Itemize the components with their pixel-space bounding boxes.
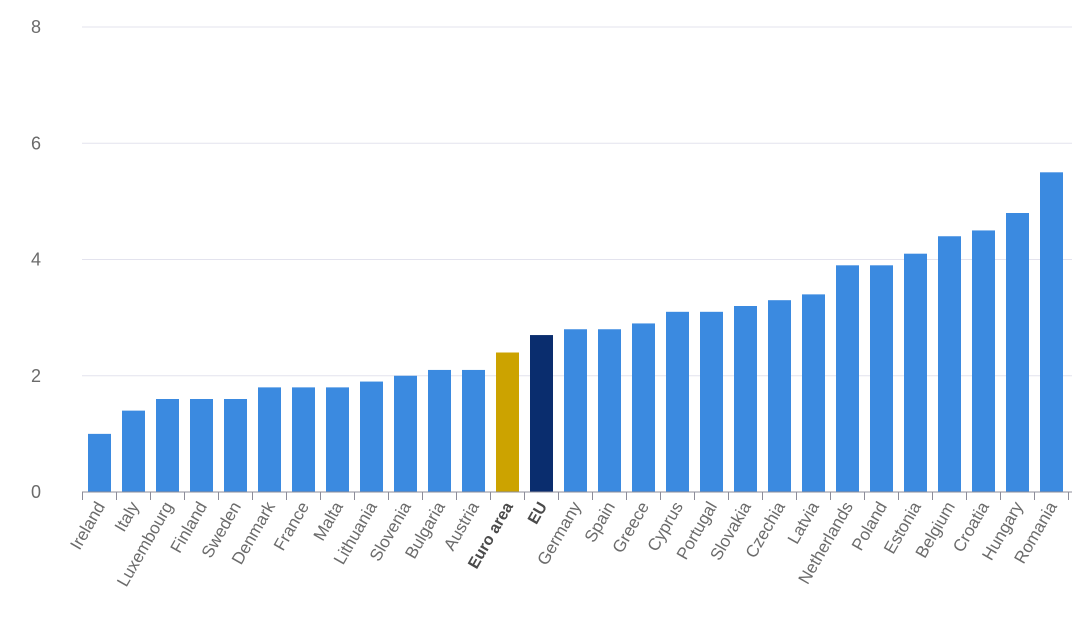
bar-austria[interactable] [462, 369, 485, 492]
y-tick-label: 6 [31, 133, 41, 153]
bar-finland[interactable] [190, 399, 213, 492]
bar-portugal[interactable] [700, 311, 723, 492]
bar-italy[interactable] [122, 410, 145, 492]
bar-slovakia[interactable] [734, 306, 757, 492]
bars-layer [88, 172, 1063, 492]
x-axis-labels: Ireland ItalyLuxembourgFinlandSwedenDenma… [67, 498, 1062, 590]
bar-eu[interactable] [530, 335, 553, 492]
bar-bulgaria[interactable] [428, 369, 451, 492]
bar-luxembourg[interactable] [156, 399, 179, 492]
bar-malta[interactable] [326, 387, 349, 492]
bar-belgium[interactable] [938, 236, 961, 492]
bar-czechia[interactable] [768, 300, 791, 492]
bar-euro-area[interactable] [496, 352, 519, 493]
bar-cyprus[interactable] [666, 311, 689, 492]
bar-latvia[interactable] [802, 294, 825, 492]
y-tick-label: 8 [31, 17, 41, 37]
x-tick-label: Ireland [67, 499, 109, 554]
bar-france[interactable] [292, 387, 315, 492]
y-tick-label: 2 [31, 366, 41, 386]
bar-greece[interactable] [632, 323, 655, 492]
axis-layer [82, 491, 1072, 500]
y-tick-label: 0 [31, 482, 41, 502]
x-tick-label: EU [525, 500, 551, 528]
bar-slovenia[interactable] [394, 375, 417, 492]
x-tick-label: Italy [111, 498, 143, 535]
bar-denmark[interactable] [258, 387, 281, 492]
bar-sweden[interactable] [224, 399, 247, 492]
y-tick-label: 4 [31, 250, 41, 270]
bar-germany[interactable] [564, 329, 587, 492]
bar-ireland[interactable] [88, 433, 111, 492]
bar-poland[interactable] [870, 265, 893, 492]
bar-netherlands[interactable] [836, 265, 859, 492]
bar-croatia[interactable] [972, 230, 995, 492]
bar-lithuania[interactable] [360, 381, 383, 492]
y-axis-labels: 0 2 4 6 8 [31, 17, 41, 502]
bar-estonia[interactable] [904, 253, 927, 492]
bar-spain[interactable] [598, 329, 621, 492]
bar-romania[interactable] [1040, 172, 1063, 492]
bar-hungary[interactable] [1006, 213, 1029, 492]
